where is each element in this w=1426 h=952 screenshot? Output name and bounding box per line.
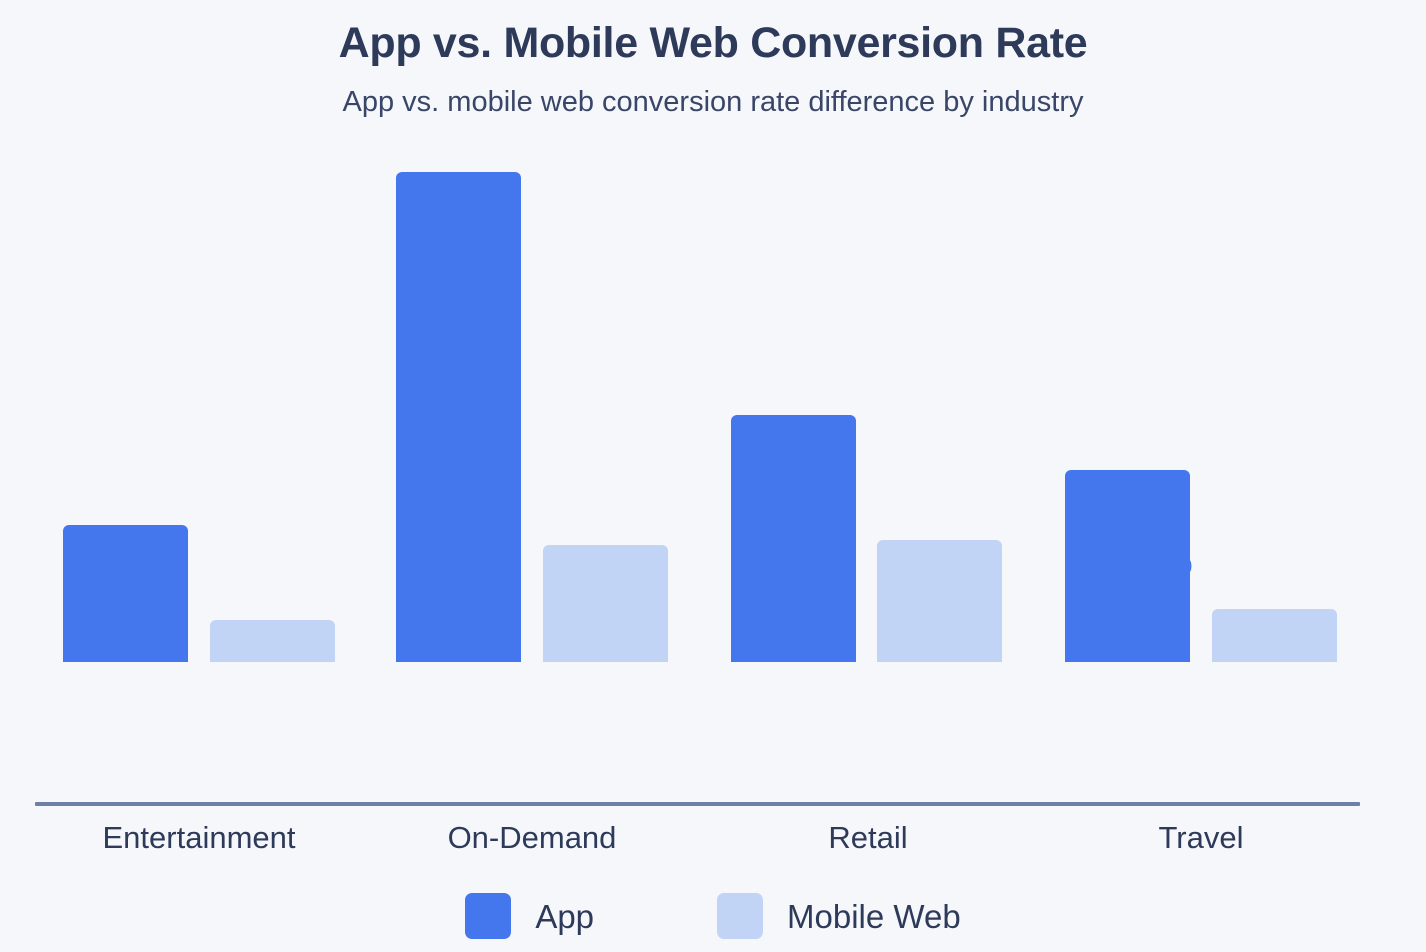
legend-label-app: App [535,897,595,935]
category-label-travel: Travel [1158,820,1244,855]
legend-label-mobile-web: Mobile Web [787,897,961,935]
bar-web-on-demand[interactable] [543,545,668,662]
bar-app-entertainment[interactable] [63,525,188,662]
bar-value-label-entertainment: +233% [68,605,183,646]
category-label-entertainment: Entertainment [102,820,296,855]
chart-title: App vs. Mobile Web Conversion Rate [338,19,1088,67]
chart-header: App vs. Mobile Web Conversion Rate App v… [0,0,1426,119]
bar-value-label-retail: +94% [746,495,841,536]
bar-app-travel[interactable] [1065,470,1190,662]
x-axis-line [35,802,1360,806]
bar-web-travel[interactable] [1212,609,1337,662]
bar-web-entertainment[interactable] [210,620,335,662]
legend-item-mobile-web[interactable]: Mobile Web [717,893,961,939]
bar-value-label-on-demand: +307% [401,252,516,293]
legend-swatch-mobile-web-icon [717,893,764,939]
category-label-retail: Retail [828,820,908,855]
plot-area: +233% Entertainment +307% On-Demand +94%… [35,172,1360,855]
chart-subtitle: App vs. mobile web conversion rate diffe… [342,86,1084,119]
legend-item-app[interactable]: App [465,893,594,939]
bar-value-label-travel: +220% [1078,541,1192,582]
bar-app-retail[interactable] [731,415,856,662]
legend-swatch-app-icon [465,893,512,939]
bar-app-on-demand[interactable] [396,172,521,662]
category-label-on-demand: On-Demand [447,820,617,855]
bar-web-retail[interactable] [877,540,1002,662]
chart-legend: App Mobile Web [0,893,1426,939]
